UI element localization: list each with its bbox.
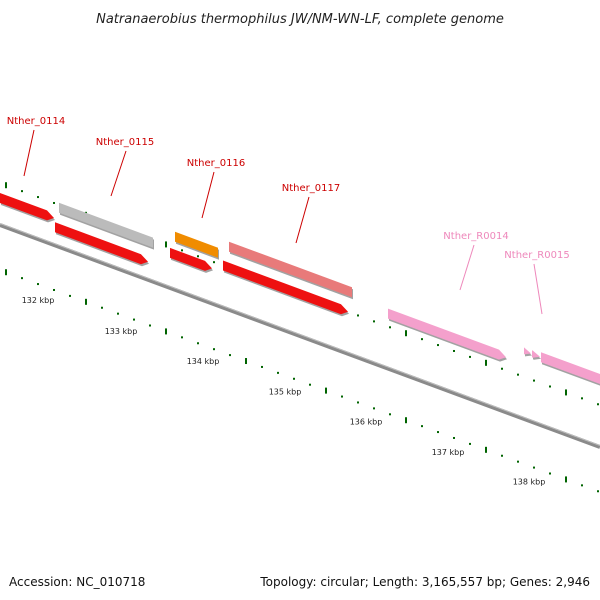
topology-summary: Topology: circular; Length: 3,165,557 bp… (259, 575, 590, 589)
feature-track (0, 193, 600, 386)
gene-label[interactable]: Nther_0115 (96, 137, 154, 148)
feature-nther-r0015-a[interactable] (524, 347, 531, 355)
genome-backbone (0, 223, 600, 449)
scale-label: 135 kbp (269, 387, 302, 396)
feature-nther-0117[interactable] (223, 260, 348, 315)
scale-label: 137 kbp (432, 448, 465, 457)
feature-nther-0115[interactable] (55, 222, 148, 265)
scale-label: 133 kbp (105, 327, 138, 336)
feature-nther-0117-box[interactable] (229, 241, 352, 298)
genome-title: Natranaerobius thermophilus JW/NM-WN-LF,… (96, 12, 504, 27)
scale-label: 132 kbp (22, 296, 55, 305)
scale-label: 134 kbp (187, 357, 220, 366)
gene-label[interactable]: Nther_0117 (282, 183, 340, 194)
gene-label[interactable]: Nther_R0014 (443, 231, 508, 242)
gene-label[interactable]: Nther_0114 (7, 116, 65, 127)
bottom-tick-track (5, 269, 599, 493)
scale-label: 136 kbp (350, 417, 383, 426)
backbone-highlight (0, 223, 600, 446)
gene-label[interactable]: Nther_0116 (187, 158, 245, 169)
scale-label: 138 kbp (513, 478, 546, 487)
gene-label-leader (23, 129, 35, 177)
gene-label-leader (201, 171, 215, 219)
gene-label[interactable]: Nther_R0015 (504, 250, 569, 261)
feature-nther-0116-box[interactable] (175, 231, 218, 258)
gene-label-leader (110, 150, 127, 197)
feature-nther-r0014[interactable] (388, 308, 506, 360)
feature-nther-r0015-b[interactable] (532, 350, 540, 358)
feature-nther-0116[interactable] (170, 247, 212, 271)
gene-label-leader (459, 244, 475, 291)
gene-labels: Nther_0114 Nther_0115 Nther_0116 Nther_0117… (7, 116, 570, 315)
feature-nther-0114[interactable] (0, 193, 54, 221)
accession-text: Accession: NC_010718 (9, 575, 145, 589)
feature-nther-0115-box[interactable] (59, 202, 153, 248)
gene-label-leader (295, 196, 310, 244)
gene-label-leader (533, 263, 543, 315)
scale-labels: 132 kbp 133 kbp 134 kbp 135 kbp 136 kbp 137 k… (22, 296, 546, 487)
feature-rna-edge[interactable] (541, 352, 600, 384)
backbone-line (0, 223, 600, 449)
